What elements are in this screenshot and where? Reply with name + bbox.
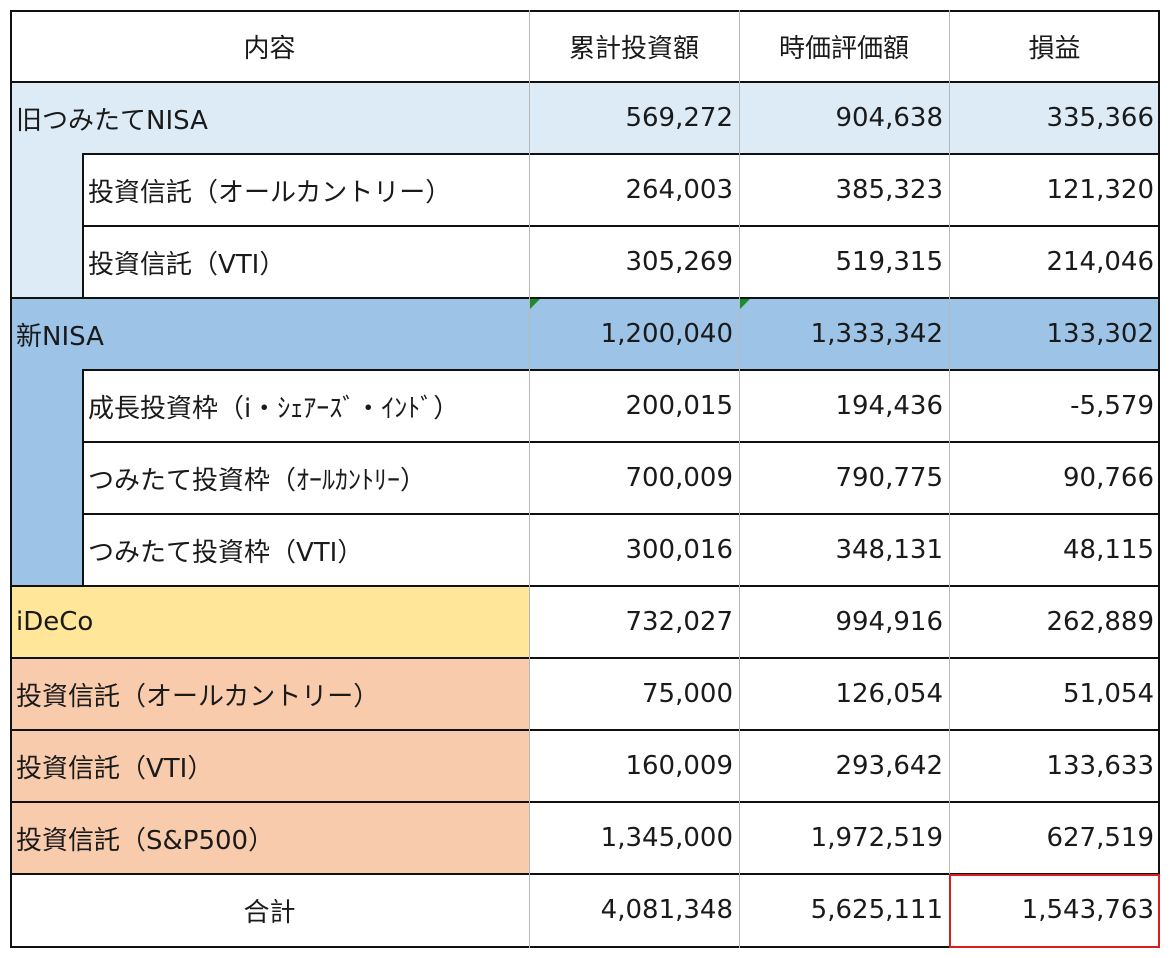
taxable-labels-bg: [10, 658, 529, 874]
row-label-old-nisa: 旧つみたてNISA: [16, 105, 208, 136]
cell-profit-loss: 627,519: [1046, 823, 1154, 853]
cell-profit-loss: 133,302: [1046, 319, 1154, 349]
cell-cumulative: 1,345,000: [600, 823, 733, 853]
grid-line: [82, 225, 1160, 227]
header-market-value: 時価評価額: [778, 33, 909, 64]
cell-cumulative: 569,272: [625, 103, 733, 133]
header-profit-loss: 損益: [1028, 33, 1081, 64]
row-label-old-nisa-vti: 投資信託（VTI）: [88, 249, 286, 280]
new-nisa-row-bg: [10, 298, 1160, 370]
ideco-label-bg: [10, 586, 529, 658]
cell-profit-loss: 48,115: [1063, 535, 1154, 565]
grid-line: [10, 10, 1160, 12]
grid-line: [10, 873, 1160, 875]
cell-profit-loss: 90,766: [1063, 463, 1154, 493]
grid-line: [82, 441, 1160, 443]
grid-line: [82, 513, 1160, 515]
total-market-value: 5,625,111: [810, 895, 943, 925]
total-label: 合計: [243, 897, 296, 928]
cell-profit-loss: 121,320: [1046, 175, 1154, 205]
cell-cumulative: 300,016: [625, 535, 733, 565]
row-label-ideco: iDeCo: [16, 607, 94, 637]
grid-line: [82, 369, 1160, 371]
cell-market-value: 293,642: [835, 751, 943, 781]
grid-line: [10, 946, 1160, 948]
cell-market-value: 519,315: [835, 247, 943, 277]
cell-cumulative: 75,000: [642, 679, 733, 709]
cell-profit-loss: 214,046: [1046, 247, 1154, 277]
row-label-new-nisa: 新NISA: [16, 321, 104, 352]
row-label-old-nisa-allcountry: 投資信託（オールカントリー）: [88, 177, 452, 208]
cell-profit-loss: 335,366: [1046, 103, 1154, 133]
cell-profit-loss: 51,054: [1063, 679, 1154, 709]
grid-line: [529, 10, 530, 948]
cell-market-value: 194,436: [835, 391, 943, 421]
cell-cumulative: 305,269: [625, 247, 733, 277]
cell-market-value: 126,054: [835, 679, 943, 709]
new-nisa-group-band: [10, 370, 82, 586]
grid-line: [1158, 10, 1160, 948]
cell-market-value: 904,638: [835, 103, 943, 133]
grid-line: [10, 801, 1160, 803]
grid-line: [949, 10, 950, 948]
row-label-taxable-allcountry: 投資信託（オールカントリー）: [16, 681, 380, 712]
cell-market-value: 790,775: [835, 463, 943, 493]
total-cumulative: 4,081,348: [600, 895, 733, 925]
comment-marker-icon: [740, 299, 750, 309]
cell-market-value: 994,916: [835, 607, 943, 637]
cell-profit-loss: 262,889: [1046, 607, 1154, 637]
total-profit-loss: 1,543,763: [1021, 895, 1154, 925]
grid-line: [82, 370, 84, 586]
grid-line: [10, 81, 1160, 83]
row-label-growth-frame: 成長投資枠（i・ｼｪｱｰｽﾞ・ｲﾝﾄﾞ）: [88, 393, 460, 424]
highlight-box: [949, 874, 1160, 948]
cell-cumulative: 1,200,040: [600, 319, 733, 349]
cell-cumulative: 732,027: [625, 607, 733, 637]
cell-cumulative: 200,015: [625, 391, 733, 421]
comment-marker-icon: [530, 299, 540, 309]
cell-cumulative: 264,003: [625, 175, 733, 205]
old-nisa-row-bg: [10, 82, 1160, 154]
cell-cumulative: 160,009: [625, 751, 733, 781]
cell-cumulative: 700,009: [625, 463, 733, 493]
grid-line: [10, 585, 1160, 587]
cell-market-value: 1,972,519: [810, 823, 943, 853]
cell-market-value: 1,333,342: [810, 319, 943, 349]
cell-market-value: 348,131: [835, 535, 943, 565]
grid-line: [739, 10, 740, 948]
header-cumulative: 累計投資額: [568, 33, 699, 64]
row-label-tsumitate-allcountry: つみたて投資枠（ｵｰﾙｶﾝﾄﾘｰ）: [88, 465, 427, 496]
row-label-tsumitate-vti: つみたて投資枠（VTI）: [88, 537, 364, 568]
header-content: 内容: [243, 33, 296, 64]
old-nisa-group-band: [10, 154, 82, 298]
grid-line: [10, 657, 1160, 659]
grid-line: [82, 154, 84, 298]
row-label-taxable-vti: 投資信託（VTI）: [16, 753, 214, 784]
cell-market-value: 385,323: [835, 175, 943, 205]
grid-line: [10, 10, 12, 948]
cell-profit-loss: -5,579: [1070, 391, 1154, 421]
portfolio-table: 内容 累計投資額 時価評価額 損益 旧つみたてNISA 569,272 904,…: [10, 10, 1160, 948]
grid-line: [82, 153, 1160, 155]
row-label-taxable-sp500: 投資信託（S&P500）: [16, 825, 275, 856]
grid-line: [10, 297, 1160, 299]
cell-profit-loss: 133,633: [1046, 751, 1154, 781]
grid-line: [10, 729, 1160, 731]
